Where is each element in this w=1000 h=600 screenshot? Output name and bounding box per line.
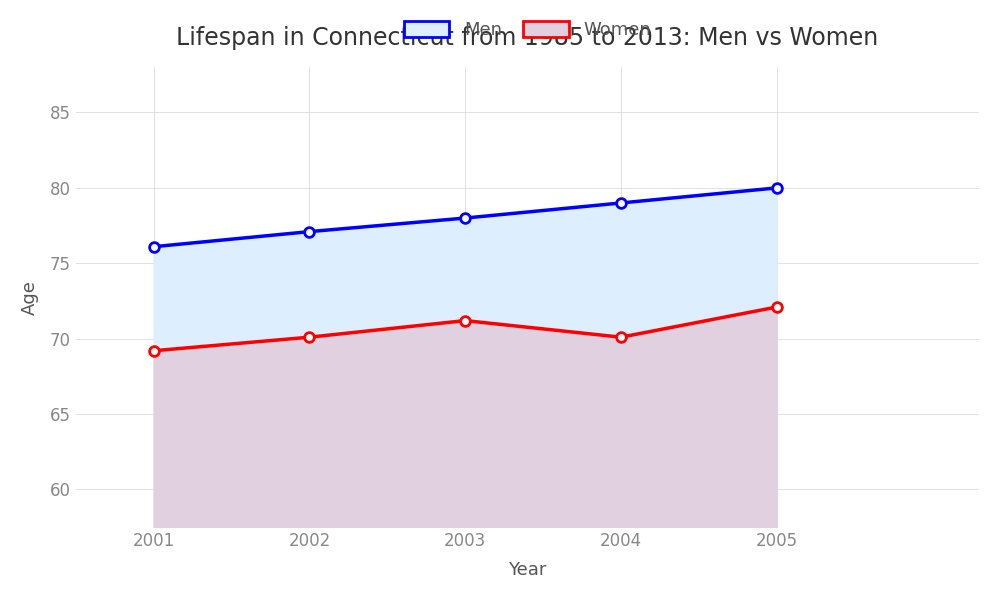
- Title: Lifespan in Connecticut from 1985 to 2013: Men vs Women: Lifespan in Connecticut from 1985 to 201…: [176, 26, 879, 50]
- Y-axis label: Age: Age: [21, 280, 39, 314]
- Legend: Men, Women: Men, Women: [404, 21, 651, 40]
- X-axis label: Year: Year: [508, 561, 547, 579]
